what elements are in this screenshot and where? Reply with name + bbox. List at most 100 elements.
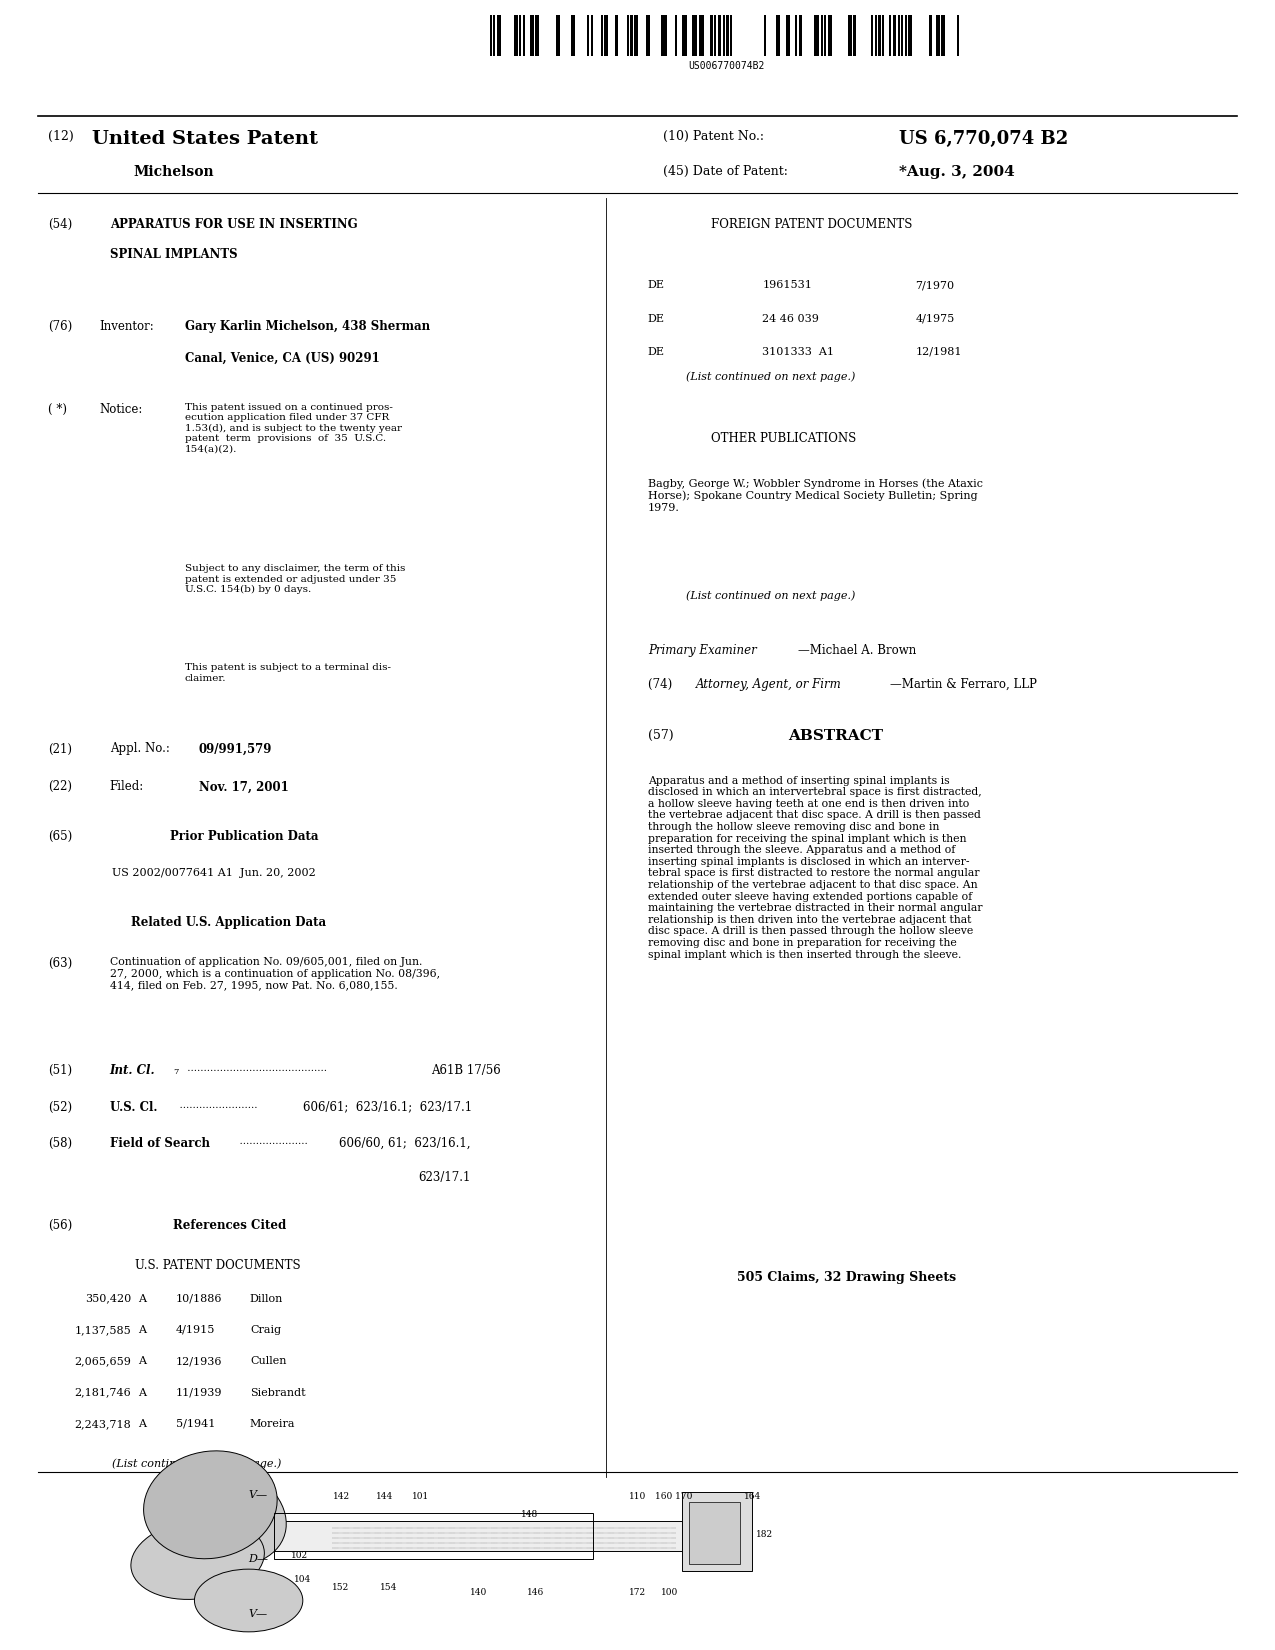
Text: 5/1941: 5/1941 [176, 1419, 215, 1429]
Text: Nov. 17, 2001: Nov. 17, 2001 [199, 780, 288, 794]
Bar [490, 15, 492, 56]
Bar [898, 15, 900, 56]
Bar [798, 15, 802, 56]
Text: 623/17.1: 623/17.1 [418, 1172, 470, 1185]
Text: Inventor:: Inventor: [99, 320, 154, 333]
Text: 101: 101 [412, 1492, 430, 1502]
Bar [627, 15, 629, 56]
Text: This patent issued on a continued pros-
ecution application filed under 37 CFR
1: This patent issued on a continued pros- … [185, 403, 402, 454]
Text: Related U.S. Application Data: Related U.S. Application Data [131, 916, 326, 929]
Text: —Martin & Ferraro, LLP: —Martin & Ferraro, LLP [890, 678, 1037, 691]
Ellipse shape [194, 1569, 303, 1632]
Text: References Cited: References Cited [173, 1219, 287, 1233]
Bar [590, 15, 593, 56]
Bar [871, 15, 873, 56]
Text: Cullen: Cullen [250, 1356, 287, 1366]
Text: 7: 7 [173, 1068, 178, 1076]
Text: Continuation of application No. 09/605,001, filed on Jun.
27, 2000, which is a c: Continuation of application No. 09/605,0… [110, 957, 440, 990]
Text: Craig: Craig [250, 1325, 280, 1335]
Text: 102: 102 [291, 1551, 309, 1561]
Text: (45) Date of Patent:: (45) Date of Patent: [663, 165, 788, 178]
Text: 12/1981: 12/1981 [915, 346, 961, 356]
Text: 172: 172 [629, 1587, 646, 1597]
Bar [729, 15, 732, 56]
Text: SPINAL IMPLANTS: SPINAL IMPLANTS [110, 248, 237, 261]
Text: 148: 148 [520, 1510, 538, 1520]
Bar [908, 15, 912, 56]
Text: 09/991,579: 09/991,579 [199, 742, 273, 756]
Bar [615, 15, 618, 56]
Bar [723, 15, 725, 56]
Text: 12/1936: 12/1936 [176, 1356, 222, 1366]
Text: 2,243,718: 2,243,718 [74, 1419, 131, 1429]
Bar [796, 15, 797, 56]
Text: (List continued on next page.): (List continued on next page.) [686, 591, 856, 601]
Text: 10/1886: 10/1886 [176, 1294, 222, 1304]
Bar [674, 15, 677, 56]
Text: Subject to any disclaimer, the term of this
patent is extended or adjusted under: Subject to any disclaimer, the term of t… [185, 564, 405, 594]
Text: Gary Karlin Michelson, 438 Sherman: Gary Karlin Michelson, 438 Sherman [185, 320, 430, 333]
Text: V—: V— [249, 1490, 268, 1500]
Bar [718, 15, 722, 56]
Text: Canal, Venice, CA (US) 90291: Canal, Venice, CA (US) 90291 [185, 351, 380, 365]
Text: (63): (63) [48, 957, 73, 970]
Text: *Aug. 3, 2004: *Aug. 3, 2004 [899, 165, 1015, 178]
Text: (22): (22) [48, 780, 73, 794]
Text: A: A [138, 1294, 145, 1304]
Bar [662, 15, 667, 56]
Bar [514, 15, 518, 56]
Text: APPARATUS FOR USE IN INSERTING: APPARATUS FOR USE IN INSERTING [110, 218, 357, 231]
Text: 1961531: 1961531 [762, 280, 812, 290]
Text: A: A [138, 1356, 145, 1366]
Text: Apparatus and a method of inserting spinal implants is
disclosed in which an int: Apparatus and a method of inserting spin… [648, 776, 982, 960]
Text: A: A [138, 1419, 145, 1429]
Text: Attorney, Agent, or Firm: Attorney, Agent, or Firm [696, 678, 842, 691]
Text: 140: 140 [469, 1587, 487, 1597]
Bar [853, 15, 856, 56]
Bar [813, 15, 820, 56]
Text: 11/1939: 11/1939 [176, 1388, 222, 1398]
Ellipse shape [144, 1450, 277, 1559]
Text: DE: DE [648, 346, 664, 356]
Text: 110: 110 [629, 1492, 646, 1502]
Bar [688, 1502, 739, 1564]
Text: U.S. Cl.: U.S. Cl. [110, 1101, 157, 1114]
Bar [692, 15, 697, 56]
Text: U.S. PATENT DOCUMENTS: U.S. PATENT DOCUMENTS [135, 1259, 301, 1272]
Bar [727, 15, 728, 56]
Text: DE: DE [648, 314, 664, 323]
Text: (76): (76) [48, 320, 73, 333]
Bar [882, 15, 884, 56]
Text: 4/1915: 4/1915 [176, 1325, 215, 1335]
Text: Dillon: Dillon [250, 1294, 283, 1304]
Text: (51): (51) [48, 1064, 73, 1077]
Text: ( *): ( *) [48, 403, 68, 416]
Text: 182: 182 [756, 1530, 774, 1539]
Text: 152: 152 [332, 1582, 349, 1592]
Text: .....................: ..................... [233, 1137, 309, 1145]
Bar [699, 15, 704, 56]
Bar [878, 15, 881, 56]
Ellipse shape [159, 1464, 287, 1566]
Bar [892, 15, 896, 56]
Bar [714, 15, 717, 56]
Text: Moreira: Moreira [250, 1419, 296, 1429]
Text: V—: V— [249, 1609, 268, 1619]
Bar [889, 15, 891, 56]
Bar [571, 15, 575, 56]
Text: 144: 144 [376, 1492, 394, 1502]
Bar [941, 15, 945, 56]
Bar [710, 15, 713, 56]
Text: 606/61;  623/16.1;  623/17.1: 606/61; 623/16.1; 623/17.1 [303, 1101, 473, 1114]
Text: Notice:: Notice: [99, 403, 143, 416]
Text: 160 170: 160 170 [654, 1492, 692, 1502]
Text: 100: 100 [660, 1587, 678, 1597]
Text: Bagby, George W.; Wobbler Syndrome in Horses (the Ataxic
Horse); Spokane Country: Bagby, George W.; Wobbler Syndrome in Ho… [648, 478, 983, 513]
Bar [497, 15, 501, 56]
Bar [901, 15, 904, 56]
Text: ...........................................: ........................................… [184, 1064, 326, 1072]
Bar [586, 15, 589, 56]
Text: US 2002/0077641 A1  Jun. 20, 2002: US 2002/0077641 A1 Jun. 20, 2002 [112, 868, 316, 878]
Text: 2,181,746: 2,181,746 [74, 1388, 131, 1398]
Bar [936, 15, 940, 56]
